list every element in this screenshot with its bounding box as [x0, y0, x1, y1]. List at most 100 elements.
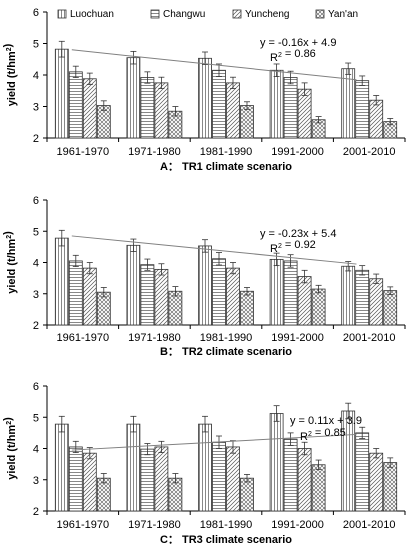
y-tick-label: 5: [33, 226, 39, 238]
regression-equation: y = 0.11x + 3.9: [290, 415, 362, 427]
trend-line: [71, 49, 357, 81]
bar-luochuan-1981-1990: [198, 423, 212, 512]
bar-yuncheng-1971-1980: [154, 82, 169, 139]
bar-luochuan-1961-1970: [54, 423, 69, 512]
y-tick-label: 2: [33, 133, 39, 145]
panel-title: B： TR2 climate scenario: [160, 346, 292, 358]
y-tick-label: 5: [33, 39, 39, 51]
bar-yuncheng-1971-1980: [154, 268, 169, 326]
x-tick-label: 2001-2010: [343, 146, 396, 158]
bar-yuncheng-1971-1980: [154, 446, 169, 512]
x-tick-label: 1991-2000: [271, 519, 324, 531]
bar-luochuan-1961-1970: [54, 237, 69, 326]
legend-label-yuncheng: Yuncheng: [245, 9, 290, 20]
bar-changwu-2001-2010: [355, 80, 370, 139]
x-tick-label: 1961-1970: [56, 519, 109, 531]
bar-luochuan-1981-1990: [198, 57, 212, 139]
bar-yuncheng-1991-2000: [297, 88, 312, 139]
y-tick-label: 3: [33, 475, 39, 487]
bar-changwu-1981-1990: [212, 258, 226, 326]
bar-changwu-1991-2000: [283, 77, 298, 139]
bar-yuncheng-2001-2010: [369, 99, 384, 139]
x-tick-label: 1981-1990: [200, 332, 253, 344]
y-tick-label: 6: [33, 7, 39, 19]
bar-yuncheng-2001-2010: [369, 452, 384, 512]
legend-item-yanan: Yan'an: [315, 9, 358, 20]
r-squared-label: R2 = 0.92: [270, 239, 316, 255]
bar-yuncheng-1981-1990: [226, 446, 240, 512]
bar-changwu-1971-1980: [140, 264, 155, 326]
bar-luochuan-1971-1980: [126, 57, 141, 139]
bar-changwu-1961-1970: [68, 260, 83, 326]
bar-changwu-1971-1980: [140, 77, 155, 139]
bar-luochuan-1961-1970: [54, 48, 69, 139]
x-tick-label: 2001-2010: [343, 519, 396, 531]
bar-yan-an-1981-1990: [240, 105, 254, 139]
bar-yuncheng-1961-1970: [82, 78, 97, 139]
bar-yan-an-1991-2000: [311, 288, 326, 326]
y-tick-label: 5: [33, 412, 39, 424]
bar-luochuan-1971-1980: [126, 244, 141, 326]
bar-yuncheng-1981-1990: [226, 82, 240, 139]
x-tick-label: 1971-1980: [128, 332, 181, 344]
y-tick-label: 6: [33, 195, 39, 207]
bar-luochuan-2001-2010: [341, 265, 356, 326]
bar-changwu-1981-1990: [212, 441, 226, 512]
bar-yuncheng-1981-1990: [226, 267, 240, 326]
y-tick-label: 2: [33, 506, 39, 518]
trend-line: [71, 235, 357, 265]
bar-yuncheng-2001-2010: [369, 278, 384, 326]
bar-yan-an-2001-2010: [383, 290, 398, 326]
bar-changwu-2001-2010: [355, 432, 370, 512]
regression-equation: y = -0.16x + 4.9: [260, 37, 336, 49]
y-tick-label: 2: [33, 320, 39, 332]
bar-changwu-1961-1970: [68, 446, 83, 512]
bar-yan-an-1981-1990: [240, 477, 254, 512]
legend: Luochuan Changwu Yuncheng Yan'an: [57, 9, 358, 20]
legend-item-luochuan: Luochuan: [57, 9, 114, 20]
x-tick-label: 1981-1990: [200, 519, 253, 531]
legend-item-yuncheng: Yuncheng: [232, 9, 290, 20]
bar-luochuan-1971-1980: [126, 423, 141, 512]
x-tick-label: 1991-2000: [271, 332, 324, 344]
x-tick-label: 1961-1970: [56, 146, 109, 158]
y-tick-label: 6: [33, 381, 39, 393]
bar-yuncheng-1991-2000: [297, 448, 312, 512]
bar-yuncheng-1961-1970: [82, 267, 97, 326]
panel-tr1: 2 3 4 5 6 1961-1970 1971-1980 1981-1990 1991-200…: [2, 7, 406, 173]
legend-label-luochuan: Luochuan: [70, 9, 114, 20]
bar-yuncheng-1961-1970: [82, 452, 97, 512]
y-tick-label: 4: [33, 70, 39, 82]
bar-changwu-2001-2010: [355, 269, 370, 326]
regression-equation: y = -0.23x + 5.4: [260, 228, 336, 240]
x-tick-label: 1961-1970: [56, 332, 109, 344]
bar-yuncheng-1991-2000: [297, 276, 312, 326]
bar-luochuan-1981-1990: [198, 245, 212, 326]
panel-title: C： TR3 climate scenario: [160, 534, 292, 546]
x-tick-label: 1981-1990: [200, 146, 253, 158]
bar-changwu-1991-2000: [283, 438, 298, 512]
y-axis-label: yield (t/hm2): [2, 417, 18, 480]
r-squared-label: R2 = 0.85: [300, 427, 346, 443]
y-axis-label: yield (t/hm2): [2, 231, 18, 294]
x-tick-label: 1991-2000: [271, 146, 324, 158]
r-squared-label: R2 = 0.86: [270, 48, 316, 64]
legend-label-yanan: Yan'an: [328, 9, 358, 20]
trend-line: [71, 433, 357, 451]
x-tick-label: 1971-1980: [128, 519, 181, 531]
bar-yan-an-1981-1990: [240, 290, 254, 326]
y-tick-label: 4: [33, 444, 39, 456]
bar-yan-an-1991-2000: [311, 464, 326, 512]
bar-changwu-1971-1980: [140, 448, 155, 512]
x-tick-label: 2001-2010: [343, 332, 396, 344]
y-tick-label: 4: [33, 258, 39, 270]
legend-swatch-yanan: [315, 9, 325, 19]
panel-tr2: 2 3 4 5 6 1961-1970 1971-1980 1981-1990 1991-200…: [2, 195, 406, 358]
y-tick-label: 3: [33, 289, 39, 301]
bar-luochuan-1991-2000: [269, 69, 284, 139]
legend-swatch-luochuan: [57, 9, 67, 19]
bar-luochuan-1991-2000: [269, 413, 284, 512]
bar-changwu-1991-2000: [283, 260, 298, 326]
